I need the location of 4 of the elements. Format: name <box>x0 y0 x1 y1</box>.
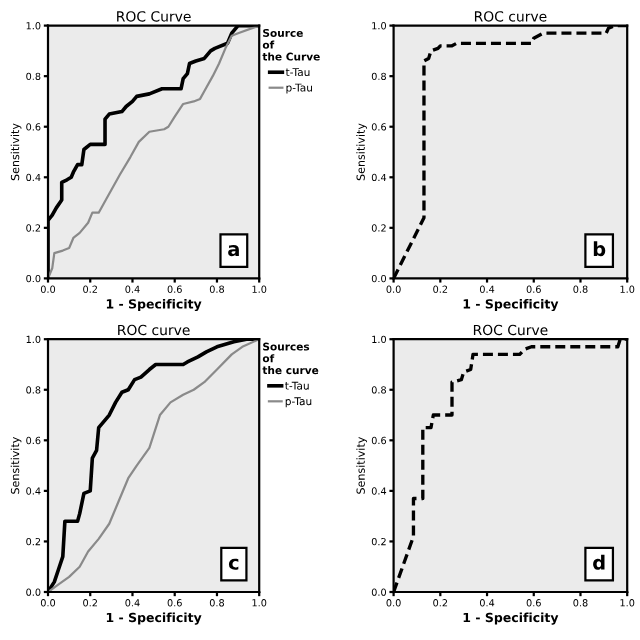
annotation: a <box>228 245 239 257</box>
annotation: b <box>593 241 606 257</box>
annotation: c <box>228 558 239 570</box>
annotation: d <box>593 554 605 570</box>
